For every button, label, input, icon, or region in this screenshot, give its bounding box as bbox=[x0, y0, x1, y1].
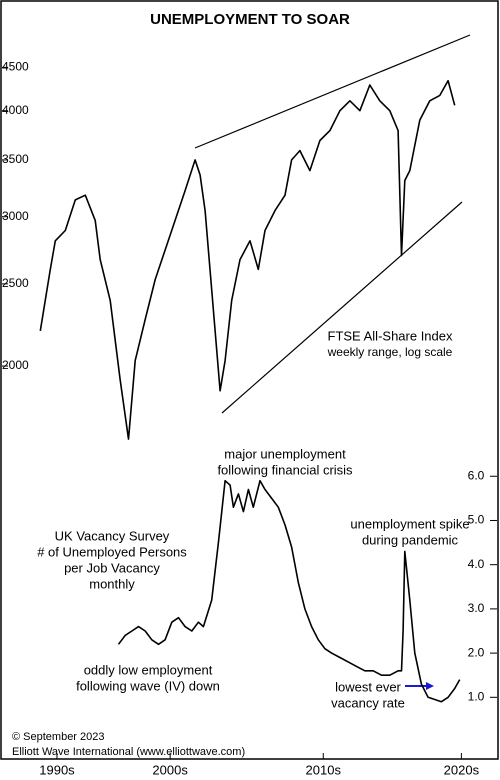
y-tick-label: 4500 bbox=[2, 60, 29, 74]
y-tick-label: 2000 bbox=[2, 358, 29, 372]
data-line bbox=[117, 479, 461, 703]
data-line bbox=[39, 79, 456, 440]
chart-title: UNEMPLOYMENT TO SOAR bbox=[150, 11, 350, 28]
y-tick-label: 1.0 bbox=[468, 689, 485, 703]
annotation: following financial crisis bbox=[217, 462, 353, 477]
annotation: monthly bbox=[89, 576, 135, 591]
annotation: following wave (IV) down bbox=[76, 678, 220, 693]
frame bbox=[0, 0, 499, 760]
trend-line bbox=[194, 34, 471, 149]
x-tick-label: 2010s bbox=[306, 762, 342, 777]
x-tick-label: 2000s bbox=[152, 762, 188, 777]
annotation: vacancy rate bbox=[331, 695, 405, 710]
annotation: per Job Vacancy bbox=[64, 560, 160, 575]
y-tick-label: 5.0 bbox=[468, 513, 485, 527]
annotation: major unemployment bbox=[224, 446, 346, 461]
annotation: FTSE All-Share Index bbox=[328, 328, 453, 343]
arrow-head bbox=[426, 682, 434, 690]
annotation: unemployment spike bbox=[350, 516, 469, 531]
credit: Elliott Wave International (www.elliottw… bbox=[12, 746, 245, 758]
y-tick-label: 4000 bbox=[2, 103, 29, 117]
annotation: oddly low employment bbox=[84, 662, 213, 677]
annotation: # of Unemployed Persons bbox=[37, 544, 187, 559]
trend-line bbox=[221, 201, 463, 414]
x-tick-label: 1990s bbox=[39, 762, 75, 777]
y-tick-label: 6.0 bbox=[468, 468, 485, 482]
y-tick-label: 2.0 bbox=[468, 645, 485, 659]
annotation: UK Vacancy Survey bbox=[55, 528, 170, 543]
y-tick-label: 3500 bbox=[2, 152, 29, 166]
y-tick-label: 3.0 bbox=[468, 601, 485, 615]
y-tick-label: 2500 bbox=[2, 276, 29, 290]
y-tick-label: 4.0 bbox=[468, 557, 485, 571]
annotation: weekly range, log scale bbox=[327, 345, 453, 359]
x-tick-label: 2020s bbox=[444, 762, 480, 777]
credit: © September 2023 bbox=[12, 731, 105, 743]
annotation: during pandemic bbox=[362, 532, 459, 547]
y-tick-label: 3000 bbox=[2, 209, 29, 223]
annotation: lowest ever bbox=[335, 679, 401, 694]
